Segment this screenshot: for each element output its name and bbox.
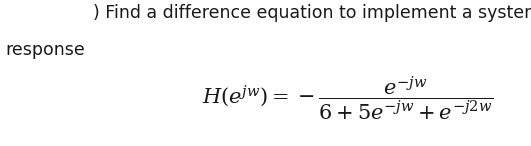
Text: ) Find a difference equation to implement a system with a frequenc: ) Find a difference equation to implemen… [93, 4, 531, 22]
Text: $\mathit{H}(\mathit{e}^{\mathit{jw}}) = -\dfrac{\mathit{e}^{-\mathit{jw}}}{6 + 5: $\mathit{H}(\mathit{e}^{\mathit{jw}}) = … [202, 74, 493, 122]
Text: response: response [5, 41, 85, 59]
